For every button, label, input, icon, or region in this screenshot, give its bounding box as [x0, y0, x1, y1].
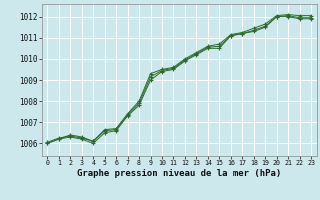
X-axis label: Graphe pression niveau de la mer (hPa): Graphe pression niveau de la mer (hPa)	[77, 169, 281, 178]
